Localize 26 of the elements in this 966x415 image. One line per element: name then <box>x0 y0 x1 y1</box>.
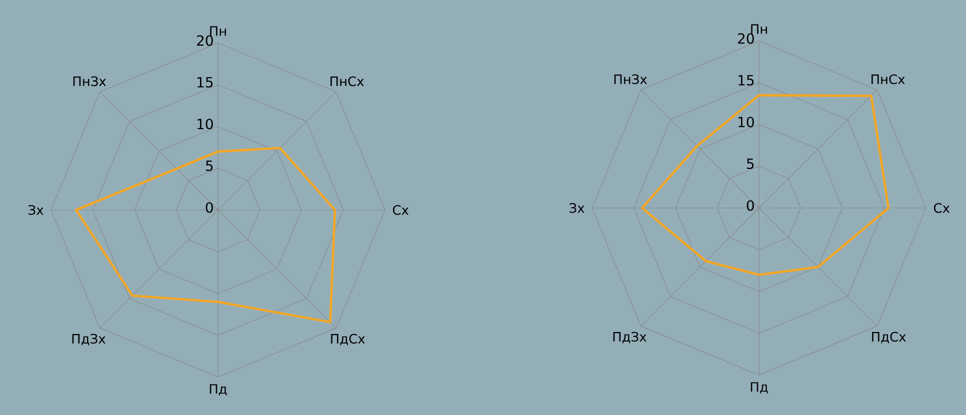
spoke-label: Пн <box>751 24 767 34</box>
spoke-label: ПнСх <box>872 74 905 84</box>
spoke-label: Сх <box>934 203 950 213</box>
y-tick-label: 20 <box>738 33 754 44</box>
spoke-label: ПдЗх <box>72 334 106 346</box>
spoke-label: Зх <box>28 205 44 215</box>
y-tick-label: 15 <box>738 75 754 86</box>
y-tick-label: 20 <box>197 35 213 46</box>
y-tick-label: 10 <box>738 116 754 128</box>
spoke-label: Зх <box>570 203 584 213</box>
y-tick-label: 0 <box>746 200 754 211</box>
y-tick-label: 0 <box>206 202 213 213</box>
y-tick-label: 10 <box>198 118 213 130</box>
spoke-label: ПнСх <box>330 76 364 86</box>
spoke-label: ПнЗх <box>614 74 647 84</box>
spoke-label: ПнЗх <box>73 76 106 86</box>
spoke-label: Пн <box>210 26 226 36</box>
y-tick-label: 15 <box>198 77 213 88</box>
spoke-label: ПдСх <box>331 334 365 346</box>
y-tick-label: 5 <box>206 160 213 172</box>
spoke-label: Сх <box>392 205 409 215</box>
spoke-label: ПдСх <box>872 332 906 344</box>
y-tick-label: 5 <box>746 158 754 170</box>
spoke-label: Пд <box>210 384 227 396</box>
spoke-label: Пд <box>750 382 768 394</box>
spoke-label: ПдЗх <box>613 332 646 344</box>
